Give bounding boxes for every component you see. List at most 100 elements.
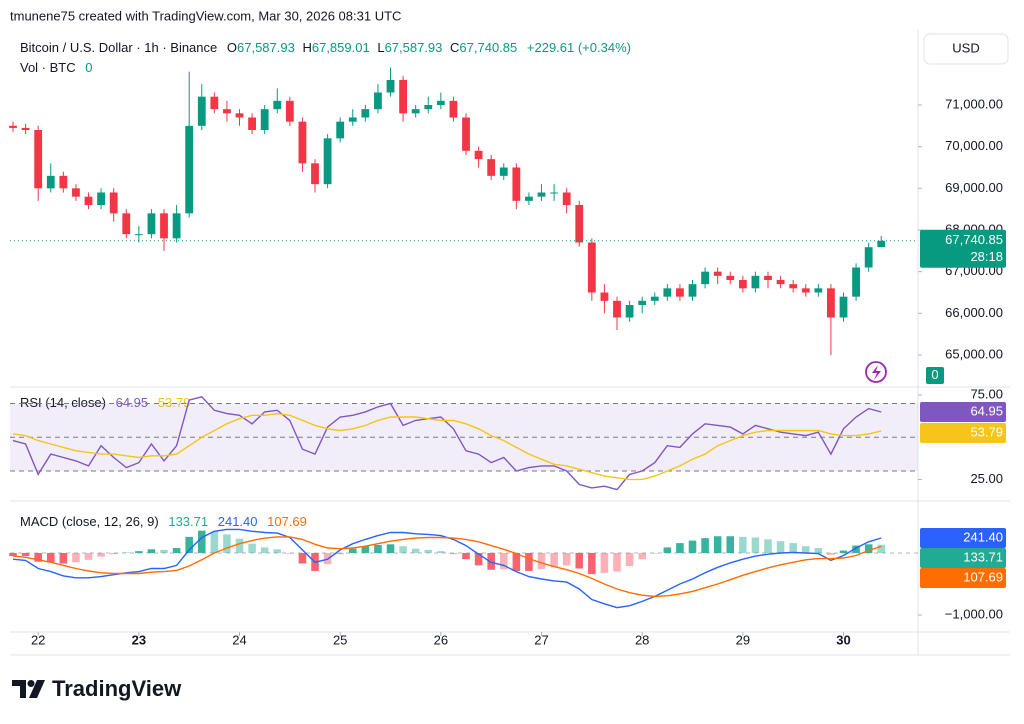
candle-body bbox=[487, 159, 496, 176]
histogram-value: 133.71 bbox=[168, 514, 208, 529]
ohlc-label: L bbox=[377, 40, 384, 55]
histogram-bar bbox=[109, 552, 118, 555]
histogram-bar bbox=[789, 543, 797, 553]
x-tick-label: 30 bbox=[836, 632, 850, 647]
x-tick-label: 27 bbox=[534, 632, 548, 647]
histogram-bar bbox=[814, 548, 823, 553]
histogram-bar bbox=[437, 551, 445, 553]
histogram-bar bbox=[827, 552, 835, 555]
candle-body bbox=[235, 113, 244, 118]
candle-body bbox=[260, 109, 269, 130]
candle-body bbox=[701, 271, 709, 285]
icon-circle bbox=[865, 361, 887, 383]
y-tick-label: 65,000.00 bbox=[945, 346, 1003, 361]
histogram-bar bbox=[9, 552, 17, 557]
volume-value: 0 bbox=[85, 60, 92, 75]
ohlc-value: 67,587.93 bbox=[237, 40, 295, 55]
histogram-bar bbox=[663, 547, 672, 553]
histogram-bar bbox=[336, 552, 344, 555]
candle-body bbox=[600, 292, 609, 301]
histogram-bar bbox=[562, 552, 571, 566]
candle-body bbox=[462, 117, 470, 151]
value-tag: 133.71 bbox=[920, 548, 1006, 569]
histogram-bar bbox=[273, 549, 282, 553]
candle-body bbox=[348, 117, 357, 122]
histogram-bar bbox=[550, 552, 558, 568]
last-price-tag: 67,740.85 28:18 bbox=[920, 229, 1006, 268]
histogram-bar bbox=[97, 552, 105, 557]
candle-body bbox=[386, 80, 395, 93]
currency-label[interactable]: USD bbox=[952, 40, 979, 55]
candle-body bbox=[361, 109, 370, 118]
x-tick-label: 23 bbox=[132, 632, 146, 647]
candle-body bbox=[613, 300, 621, 318]
volume-legend: Vol · BTC 0 bbox=[20, 60, 92, 75]
histogram-bar bbox=[625, 552, 634, 567]
histogram-bar bbox=[462, 552, 470, 560]
macd-legend: MACD (close, 12, 26, 9) 133.71 241.40 10… bbox=[20, 514, 307, 529]
last-price-tag-bg bbox=[920, 229, 1006, 268]
candle-body bbox=[587, 242, 596, 293]
volume-tag-text: 0 bbox=[931, 367, 938, 382]
currency-button[interactable] bbox=[923, 33, 1009, 65]
x-tick-label: 22 bbox=[31, 632, 45, 647]
histogram-bar bbox=[84, 552, 93, 560]
candle-body bbox=[185, 125, 194, 214]
histogram-bar bbox=[801, 546, 810, 553]
histogram-bar bbox=[361, 546, 370, 553]
value-tag-text: 133.71 bbox=[963, 549, 1003, 564]
histogram-bar bbox=[613, 552, 621, 572]
histogram-bar bbox=[764, 539, 772, 553]
value-tag: 64.95 bbox=[920, 402, 1006, 423]
logo-mark bbox=[29, 680, 45, 698]
histogram-bar bbox=[650, 552, 659, 554]
histogram-bar bbox=[46, 552, 55, 563]
candle-body bbox=[34, 130, 43, 189]
candle-body bbox=[436, 100, 445, 105]
histogram-bar bbox=[223, 534, 231, 553]
candle-body bbox=[411, 109, 420, 114]
candle-body bbox=[474, 150, 483, 160]
volume-title: Vol · BTC bbox=[20, 60, 76, 75]
histogram-bar bbox=[600, 552, 609, 573]
histogram-bar bbox=[59, 552, 68, 564]
histogram-bar bbox=[386, 544, 395, 553]
candle-body bbox=[46, 175, 55, 189]
icon-bolt bbox=[872, 365, 881, 380]
ohlc-value: 67,587.93 bbox=[385, 40, 443, 55]
macd-value: 241.40 bbox=[218, 514, 258, 529]
histogram-bar bbox=[348, 548, 357, 553]
value-tag-bg bbox=[920, 423, 1006, 444]
histogram-bar bbox=[260, 547, 269, 553]
candle-body bbox=[713, 271, 722, 276]
macd-line bbox=[12, 536, 882, 598]
candle-body bbox=[575, 205, 584, 243]
histogram-bar bbox=[147, 549, 156, 553]
histogram-bar bbox=[588, 552, 596, 575]
rsi-value: 64.95 bbox=[116, 395, 149, 410]
candle-body bbox=[122, 213, 131, 235]
candle-body bbox=[109, 192, 118, 214]
candle-body bbox=[814, 288, 823, 293]
x-tick-label: 29 bbox=[736, 632, 750, 647]
candle-body bbox=[676, 288, 684, 297]
countdown: 28:18 bbox=[970, 249, 1003, 264]
histogram-bar bbox=[739, 536, 747, 553]
histogram-bar bbox=[512, 552, 521, 571]
candle-body bbox=[223, 109, 231, 114]
rsi-line bbox=[12, 412, 882, 481]
histogram-bar bbox=[411, 548, 420, 553]
y-tick-label: 25.00 bbox=[970, 471, 1003, 486]
candle-body bbox=[638, 300, 647, 305]
histogram-bar bbox=[537, 552, 546, 570]
ohlc-label: C bbox=[450, 40, 459, 55]
candle-body bbox=[537, 192, 546, 197]
candle-body bbox=[336, 121, 345, 139]
candle-body bbox=[877, 240, 886, 248]
histogram-bar bbox=[235, 538, 244, 553]
candle-body bbox=[424, 105, 433, 110]
histogram-bar bbox=[852, 545, 860, 553]
alert-icon[interactable] bbox=[865, 361, 887, 383]
histogram-bar bbox=[424, 549, 433, 553]
